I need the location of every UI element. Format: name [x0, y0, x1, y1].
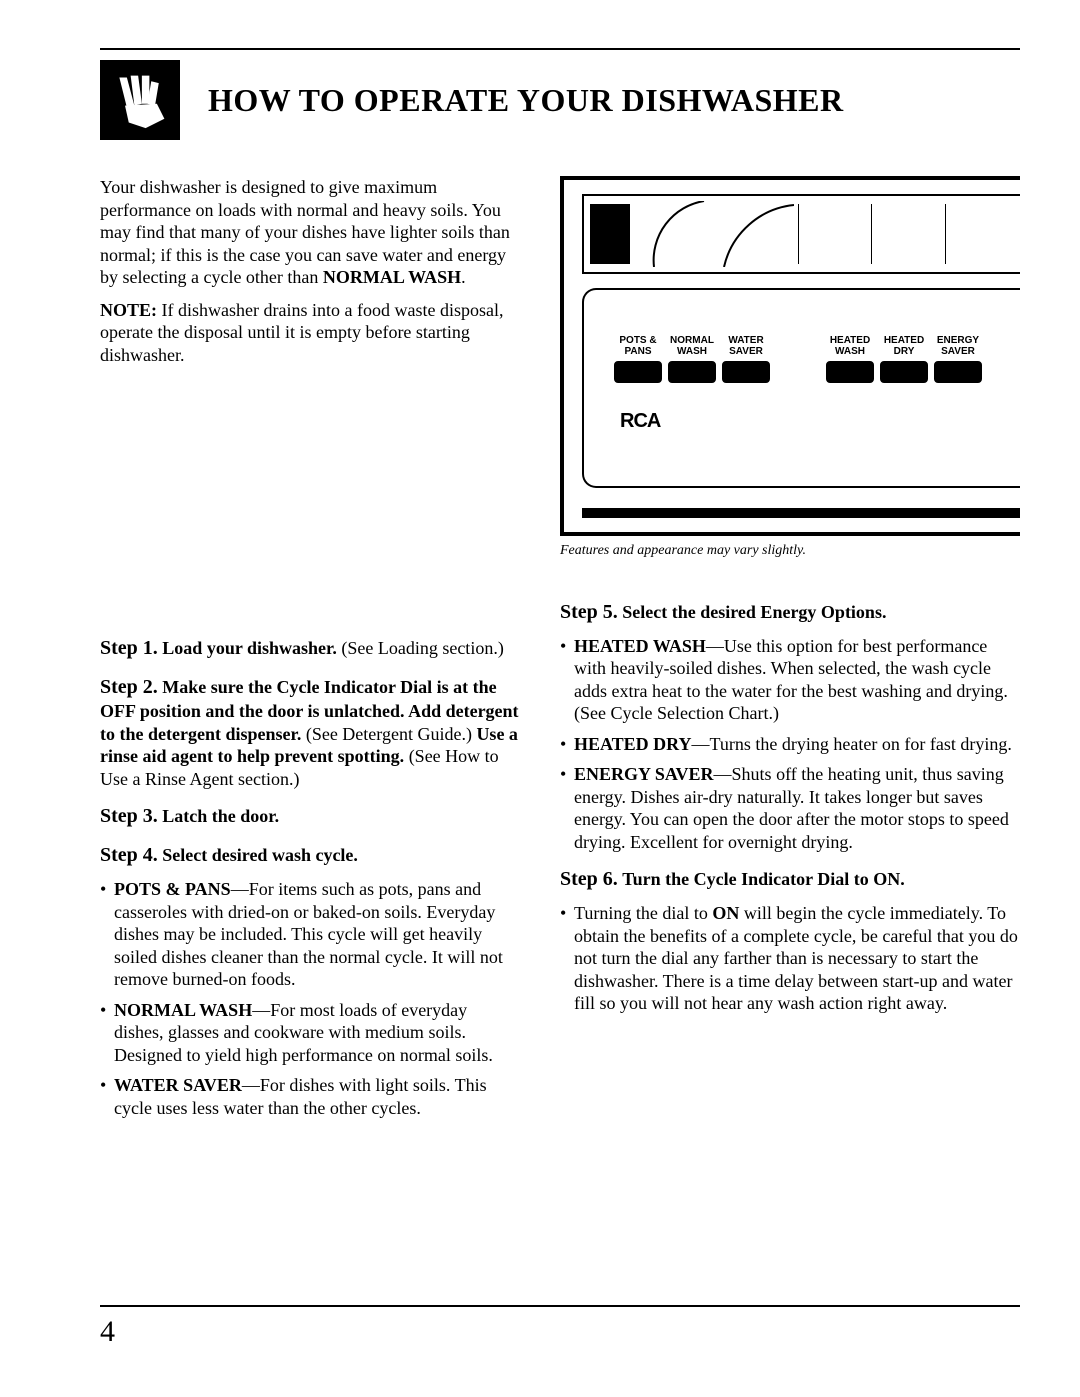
step4-label: Step 4. [100, 844, 158, 866]
intro-normal-wash: NORMAL WASH [323, 267, 461, 287]
item-text: —Turns the drying heater on for fast dry… [692, 734, 1012, 754]
intro-note: NOTE: If dishwasher drains into a food w… [100, 299, 520, 367]
l2: WASH [677, 346, 707, 357]
button-row [614, 361, 1010, 383]
l2: DRY [894, 346, 915, 357]
step1-bold: Load your dishwasher. [162, 638, 337, 658]
step4-list: POTS & PANS—For items such as pots, pans… [100, 878, 520, 1119]
l1: HEATED [830, 335, 870, 346]
step1-rest: (See Loading section.) [337, 638, 504, 658]
step5-label: Step 5. [560, 601, 618, 623]
page-number: 4 [100, 1315, 115, 1349]
l1: HEATED [884, 335, 924, 346]
step2-mid: (See Detergent Guide.) [301, 724, 476, 744]
dial-segment [945, 204, 1014, 264]
btn-label: WATERSAVER [722, 336, 770, 357]
list-item: NORMAL WASH—For most loads of everyday d… [100, 999, 520, 1067]
l1: ENERGY [937, 335, 979, 346]
panel-button [880, 361, 928, 383]
header: HOW TO OPERATE YOUR DISHWASHER [100, 60, 1020, 140]
l2: WASH [835, 346, 865, 357]
rule-top [100, 48, 1020, 50]
rule-bottom [100, 1305, 1020, 1307]
step6-list: Turning the dial to ON will begin the cy… [560, 902, 1020, 1015]
dishwasher-panel-figure: POTS &PANS NORMALWASH WATERSAVER HEATEDW… [560, 176, 1020, 536]
btn-label: ENERGYSAVER [934, 336, 982, 357]
step1-label: Step 1. [100, 637, 158, 659]
btn-label: POTS &PANS [614, 336, 662, 357]
step-1: Step 1. Load your dishwasher. (See Loadi… [100, 636, 520, 661]
button-labels-row: POTS &PANS NORMALWASH WATERSAVER HEATEDW… [614, 336, 1010, 357]
spacer [776, 336, 820, 357]
list-item: ENERGY SAVER—Shuts off the heating unit,… [560, 763, 1020, 853]
item-name: HEATED WASH [574, 636, 706, 656]
button-area: POTS &PANS NORMALWASH WATERSAVER HEATEDW… [582, 288, 1020, 488]
l2: PANS [624, 346, 651, 357]
step5-list: HEATED WASH—Use this option for best per… [560, 635, 1020, 854]
left-column: Your dishwasher is designed to give maxi… [100, 176, 520, 1133]
item-name: NORMAL WASH [114, 1000, 252, 1020]
step-3: Step 3. Latch the door. [100, 804, 520, 829]
intro-period: . [461, 267, 466, 287]
list-item: Turning the dial to ON will begin the cy… [560, 902, 1020, 1015]
list-item: HEATED DRY—Turns the drying heater on fo… [560, 733, 1020, 756]
dial-area [582, 194, 1020, 274]
step-6: Step 6. Turn the Cycle Indicator Dial to… [560, 867, 1020, 1015]
panel-button [722, 361, 770, 383]
step3-bold: Latch the door. [162, 806, 279, 826]
content-columns: Your dishwasher is designed to give maxi… [100, 176, 1020, 1133]
step2-label: Step 2. [100, 676, 158, 698]
item-name: POTS & PANS [114, 879, 231, 899]
list-item: WATER SAVER—For dishes with light soils.… [100, 1074, 520, 1119]
panel-button [826, 361, 874, 383]
l2: SAVER [941, 346, 975, 357]
l1: POTS & [619, 335, 656, 346]
dial-indicator [590, 204, 630, 264]
item-name: ENERGY SAVER [574, 764, 714, 784]
panel-button [614, 361, 662, 383]
item-bold: ON [712, 903, 739, 923]
list-item: HEATED WASH—Use this option for best per… [560, 635, 1020, 725]
l1: NORMAL [670, 335, 714, 346]
note-text: If dishwasher drains into a food waste d… [100, 300, 503, 365]
item-name: WATER SAVER [114, 1075, 242, 1095]
btn-label: NORMALWASH [668, 336, 716, 357]
brand-logo: RCA [620, 409, 1010, 434]
step3-label: Step 3. [100, 805, 158, 827]
btn-label: HEATEDDRY [880, 336, 928, 357]
panel-button [668, 361, 716, 383]
item-pre: Turning the dial to [574, 903, 712, 923]
btn-label: HEATEDWASH [826, 336, 874, 357]
step6-label: Step 6. [560, 868, 618, 890]
dial-segment [798, 204, 867, 264]
panel-caption: Features and appearance may vary slightl… [560, 542, 1020, 560]
step4-bold: Select desired wash cycle. [162, 845, 358, 865]
panel-button [934, 361, 982, 383]
step6-bold: Turn the Cycle Indicator Dial to ON. [622, 869, 905, 889]
step-2: Step 2. Make sure the Cycle Indicator Di… [100, 675, 520, 790]
list-item: POTS & PANS—For items such as pots, pans… [100, 878, 520, 991]
dial-arcs-icon [634, 201, 794, 267]
step-5: Step 5. Select the desired Energy Option… [560, 600, 1020, 854]
dial-segment [871, 204, 940, 264]
panel-bottom-bar [582, 508, 1020, 518]
item-name: HEATED DRY [574, 734, 692, 754]
step-4: Step 4. Select desired wash cycle. POTS … [100, 843, 520, 1119]
l1: WATER [728, 335, 763, 346]
step5-bold: Select the desired Energy Options. [622, 602, 886, 622]
l2: SAVER [729, 346, 763, 357]
hand-icon [100, 60, 180, 140]
right-column: POTS &PANS NORMALWASH WATERSAVER HEATEDW… [560, 176, 1020, 1133]
note-label: NOTE: [100, 300, 157, 320]
intro-p1: Your dishwasher is designed to give maxi… [100, 176, 520, 289]
page-title: HOW TO OPERATE YOUR DISHWASHER [208, 82, 844, 119]
